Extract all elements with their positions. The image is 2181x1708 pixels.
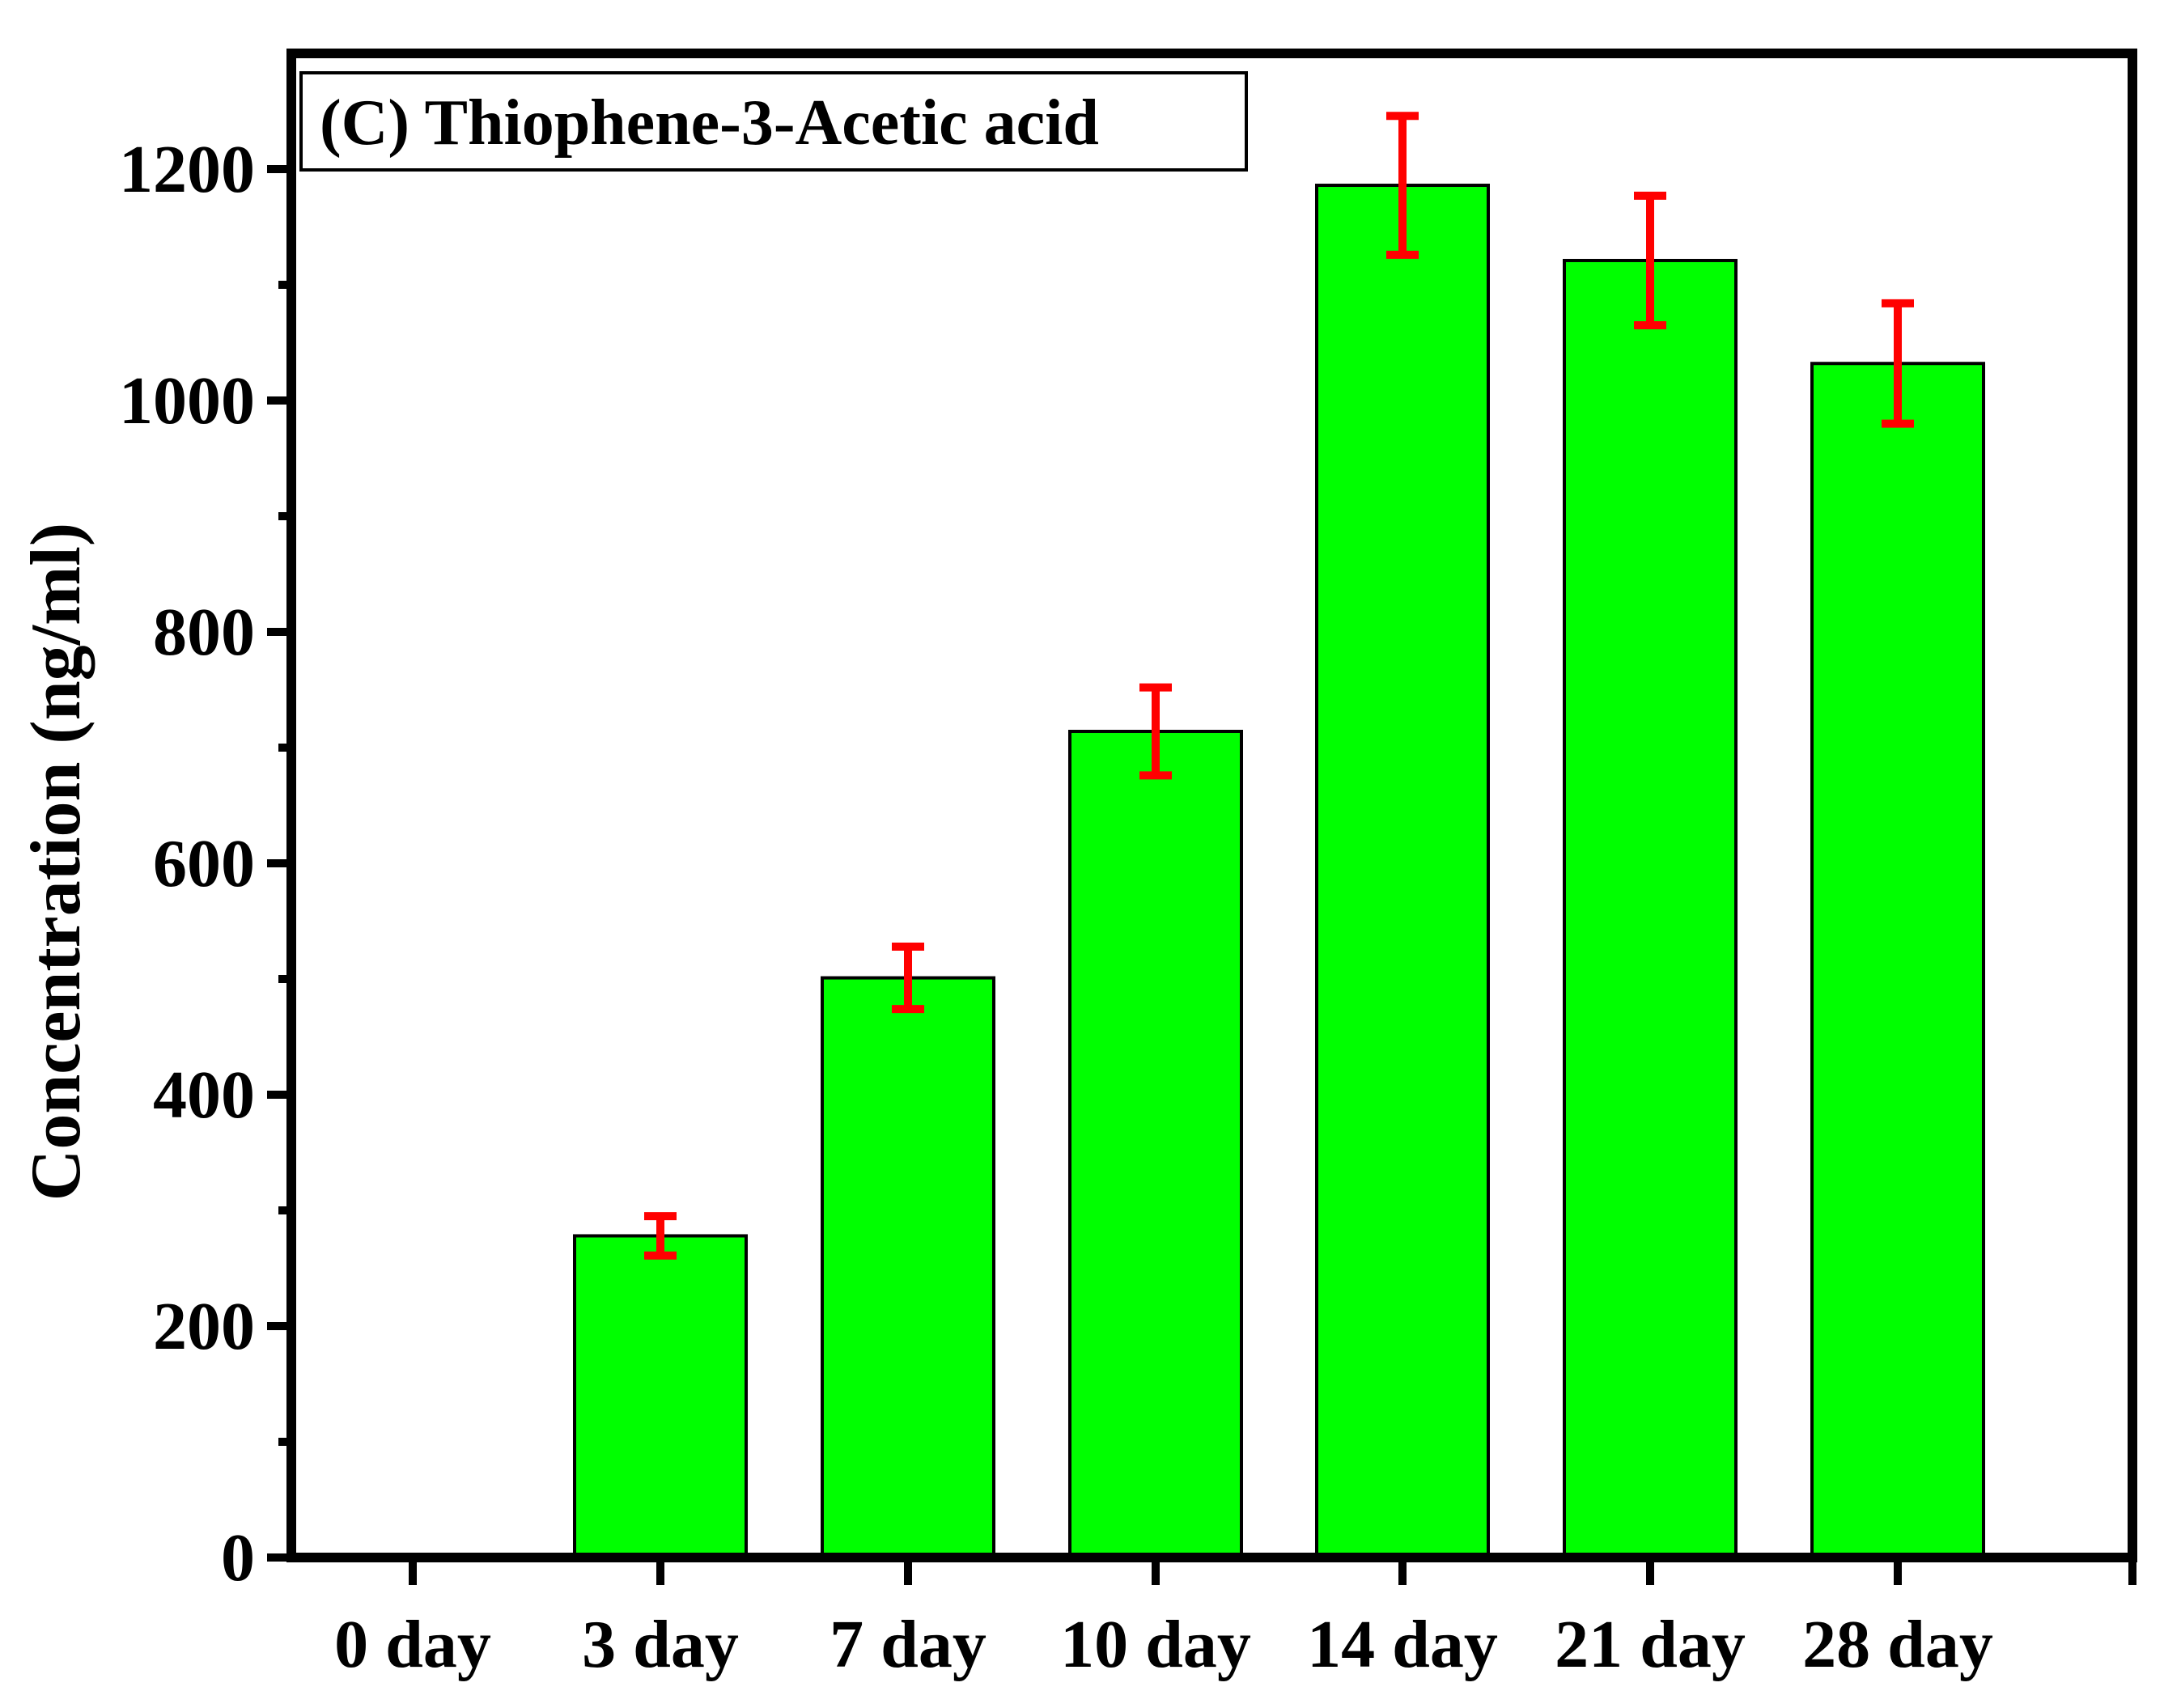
y-tick-label: 200 — [153, 1289, 255, 1364]
error-bar-14-day — [1386, 112, 1419, 259]
title-box: (C) Thiophene-3-Acetic acid — [299, 71, 1248, 172]
ticks-layer — [267, 165, 2136, 1585]
bar-3-day — [573, 1234, 748, 1559]
bar-21-day — [1563, 258, 1738, 1560]
error-bars-layer — [644, 112, 1914, 1260]
x-tick-label: 28 day — [1802, 1607, 1993, 1682]
bar-7-day — [821, 976, 995, 1559]
x-tick-label: 7 day — [830, 1607, 987, 1682]
axes-layer — [286, 49, 2137, 1562]
x-tick-label: 0 day — [334, 1607, 491, 1682]
y-tick-label: 0 — [221, 1520, 255, 1596]
x-tick-label: 3 day — [582, 1607, 739, 1682]
chart-title: (C) Thiophene-3-Acetic acid — [320, 87, 1099, 159]
x-tick-label: 14 day — [1307, 1607, 1498, 1682]
error-bar-21-day — [1634, 191, 1666, 330]
y-tick-label: 400 — [153, 1057, 255, 1133]
error-bar-7-day — [892, 942, 924, 1014]
y-tick-label: 800 — [153, 595, 255, 670]
error-bar-28-day — [1882, 299, 1914, 428]
bar-28-day — [1810, 362, 1985, 1559]
bar-14-day — [1315, 184, 1490, 1559]
tick-labels-layer: 0 200 400 600 800 1000 1200 0 day 3 day 7 day 10 d… — [119, 132, 1993, 1682]
y-tick-label: 1000 — [119, 363, 255, 439]
y-tick-label: 600 — [153, 826, 255, 901]
bars-layer — [573, 184, 1985, 1560]
bar-10-day — [1068, 729, 1243, 1559]
error-bar-10-day — [1139, 683, 1172, 780]
y-axis-title: Concentration (ng/ml) — [17, 523, 95, 1201]
error-bar-3-day — [644, 1212, 677, 1260]
x-tick-label: 21 day — [1555, 1607, 1746, 1682]
x-tick-label: 10 day — [1060, 1607, 1251, 1682]
y-tick-label: 1200 — [119, 132, 255, 207]
